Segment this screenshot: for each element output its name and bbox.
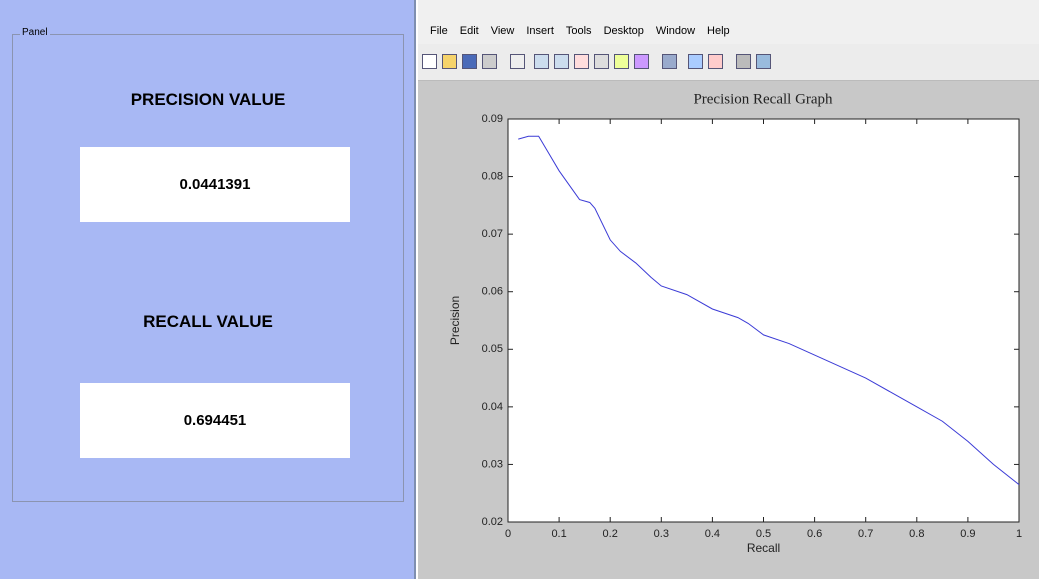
recall-value: 0.694451: [80, 383, 350, 458]
y-tick-label: 0.06: [482, 286, 503, 298]
plot-area: [508, 119, 1019, 522]
icon[interactable]: [662, 54, 677, 69]
icon[interactable]: [482, 54, 497, 69]
icon[interactable]: [554, 54, 569, 69]
y-tick-label: 0.02: [482, 516, 503, 528]
x-tick-label: 1: [1016, 528, 1022, 540]
menu-item[interactable]: Desktop: [604, 25, 644, 37]
icon[interactable]: [688, 54, 703, 69]
y-axis-label: Precision: [448, 296, 462, 345]
y-tick-label: 0.09: [482, 113, 503, 125]
x-tick-label: 0.6: [807, 528, 822, 540]
x-tick-label: 0.9: [960, 528, 975, 540]
menu-item[interactable]: Edit: [460, 25, 479, 37]
icon[interactable]: [574, 54, 589, 69]
chart-title: Precision Recall Graph: [693, 91, 833, 107]
figure: Precision Recall Graph 0.02 0.03 0.04 0.05 0…: [418, 81, 1039, 579]
x-tick-label: 0: [505, 528, 511, 540]
y-tick-label: 0.05: [482, 343, 503, 355]
menu-item[interactable]: View: [491, 25, 515, 37]
y-tick-label: 0.03: [482, 458, 503, 470]
y-tick-label: 0.04: [482, 401, 503, 413]
icon[interactable]: [534, 54, 549, 69]
x-tick-label: 0.2: [603, 528, 618, 540]
y-tick-label: 0.07: [482, 228, 503, 240]
icon[interactable]: [614, 54, 629, 69]
x-tick-label: 0.7: [858, 528, 873, 540]
toolbar: [418, 44, 1039, 81]
icon[interactable]: [442, 54, 457, 69]
menu-item[interactable]: File: [430, 25, 448, 37]
x-tick-label: 0.5: [756, 528, 771, 540]
menu-item[interactable]: Help: [707, 25, 730, 37]
x-tick-label: 0.4: [705, 528, 720, 540]
icon[interactable]: [462, 54, 477, 69]
menu-item[interactable]: Tools: [566, 25, 592, 37]
icon[interactable]: [634, 54, 649, 69]
icon[interactable]: [422, 54, 437, 69]
icon[interactable]: [756, 54, 771, 69]
page: Panel PRECISION VALUE 0.0441391 RECALL V…: [0, 0, 1039, 579]
recall-label: RECALL VALUE: [0, 312, 416, 332]
icon[interactable]: [594, 54, 609, 69]
precision-value: 0.0441391: [80, 147, 350, 222]
precision-label: PRECISION VALUE: [0, 90, 416, 110]
panel: Panel PRECISION VALUE 0.0441391 RECALL V…: [0, 0, 416, 579]
menu-bar: File Edit View Insert Tools Desktop Window Help: [418, 0, 1039, 44]
panel-title: Panel: [20, 27, 50, 38]
icon[interactable]: [736, 54, 751, 69]
x-tick-label: 0.8: [909, 528, 924, 540]
x-tick-label: 0.3: [654, 528, 669, 540]
icon[interactable]: [708, 54, 723, 69]
menu-item[interactable]: Window: [656, 25, 695, 37]
x-tick-label: 0.1: [551, 528, 566, 540]
x-axis-label: Recall: [747, 541, 780, 555]
menu-item[interactable]: Insert: [526, 25, 554, 37]
y-tick-label: 0.08: [482, 170, 503, 182]
icon[interactable]: [510, 54, 525, 69]
